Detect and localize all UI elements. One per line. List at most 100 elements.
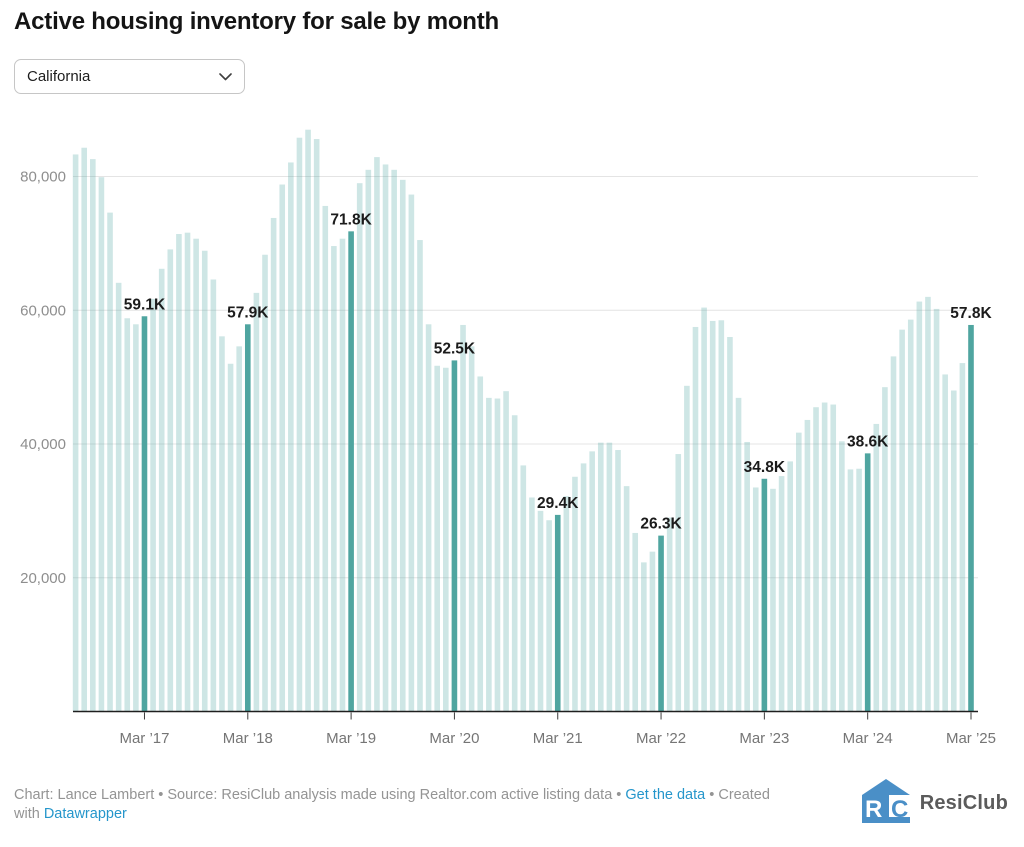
bar-jul-2018[interactable]: [279, 184, 286, 712]
bar-oct-2024[interactable]: [925, 296, 931, 712]
bar-feb-2017[interactable]: [133, 324, 139, 712]
bar-oct-2023[interactable]: [821, 402, 828, 712]
bar-nov-2021[interactable]: [623, 486, 630, 712]
bar-feb-2021[interactable]: [546, 520, 552, 712]
bar-dec-2020[interactable]: [529, 497, 535, 712]
bar-nov-2019[interactable]: [417, 240, 423, 712]
bar-jun-2022[interactable]: [684, 385, 690, 712]
bar-jun-2021[interactable]: [580, 463, 587, 712]
bar-may-2019[interactable]: [365, 169, 372, 712]
bar-sep-2023[interactable]: [813, 407, 819, 712]
bar-feb-2025[interactable]: [959, 363, 966, 712]
bar-jan-2024[interactable]: [847, 469, 854, 712]
bar-aug-2022[interactable]: [701, 307, 707, 712]
bar-may-2018[interactable]: [262, 254, 268, 712]
bar-mar-2025[interactable]: [968, 324, 974, 712]
bar-jun-2019[interactable]: [374, 157, 380, 712]
bar-mar-2018[interactable]: [244, 324, 251, 712]
bar-mar-2020[interactable]: [451, 360, 458, 712]
bar-mar-2024[interactable]: [864, 453, 871, 712]
bar-jun-2023[interactable]: [787, 461, 793, 712]
bar-oct-2019[interactable]: [408, 194, 415, 712]
bar-mar-2017[interactable]: [141, 316, 148, 712]
bar-jan-2021[interactable]: [537, 510, 544, 712]
bar-may-2021[interactable]: [572, 476, 578, 712]
bar-jan-2022[interactable]: [641, 562, 647, 712]
bar-jul-2017[interactable]: [176, 234, 182, 712]
datawrapper-link[interactable]: Datawrapper: [43, 805, 127, 822]
bar-jul-2020[interactable]: [486, 397, 492, 712]
bar-sep-2016[interactable]: [90, 159, 96, 712]
bar-jul-2016[interactable]: [72, 154, 79, 712]
bar-jul-2022[interactable]: [692, 326, 699, 712]
bar-nov-2016[interactable]: [107, 212, 113, 712]
bar-oct-2018[interactable]: [305, 129, 311, 712]
bar-apr-2024[interactable]: [873, 423, 880, 712]
bar-dec-2022[interactable]: [735, 397, 742, 712]
bar-nov-2017[interactable]: [210, 279, 217, 712]
bar-aug-2017[interactable]: [184, 232, 191, 712]
region-select[interactable]: California: [14, 59, 245, 94]
bar-feb-2018[interactable]: [236, 346, 242, 712]
bar-jul-2023[interactable]: [796, 432, 802, 712]
bar-dec-2016[interactable]: [115, 282, 122, 712]
bar-dec-2019[interactable]: [425, 324, 432, 712]
bar-jul-2019[interactable]: [382, 164, 389, 712]
bar-jun-2018[interactable]: [270, 217, 277, 712]
bar-aug-2024[interactable]: [907, 319, 914, 712]
bar-mar-2019[interactable]: [348, 231, 354, 712]
bar-nov-2024[interactable]: [933, 308, 940, 712]
bar-jan-2019[interactable]: [331, 246, 337, 712]
bar-may-2020[interactable]: [468, 346, 475, 712]
bar-dec-2021[interactable]: [632, 532, 639, 712]
bar-nov-2023[interactable]: [830, 404, 837, 712]
bar-sep-2022[interactable]: [709, 320, 716, 712]
get-the-data-link[interactable]: Get the data: [625, 787, 706, 803]
bar-jan-2025[interactable]: [950, 390, 957, 712]
bar-oct-2016[interactable]: [98, 177, 105, 712]
bar-jun-2024[interactable]: [890, 356, 897, 712]
bar-apr-2020[interactable]: [460, 324, 466, 712]
bar-aug-2019[interactable]: [391, 169, 397, 712]
bar-nov-2020[interactable]: [520, 465, 527, 712]
resiclub-logo[interactable]: R C ResiClub: [861, 778, 1008, 829]
bar-apr-2022[interactable]: [666, 517, 673, 712]
bar-jan-2023[interactable]: [744, 441, 750, 712]
bar-dec-2024[interactable]: [942, 374, 948, 712]
bar-sep-2020[interactable]: [503, 391, 509, 712]
bar-aug-2018[interactable]: [288, 162, 294, 712]
bar-apr-2018[interactable]: [253, 292, 260, 712]
bar-may-2022[interactable]: [675, 454, 682, 712]
bar-aug-2020[interactable]: [494, 398, 501, 712]
bar-jun-2017[interactable]: [167, 249, 174, 712]
bar-feb-2022[interactable]: [649, 551, 656, 712]
bar-nov-2018[interactable]: [313, 139, 320, 712]
bar-oct-2021[interactable]: [615, 450, 621, 712]
bar-feb-2020[interactable]: [443, 367, 449, 712]
bar-may-2017[interactable]: [158, 268, 165, 712]
bar-mar-2023[interactable]: [761, 478, 768, 712]
bar-sep-2019[interactable]: [399, 179, 406, 712]
bar-aug-2021[interactable]: [597, 442, 604, 712]
bar-sep-2017[interactable]: [193, 238, 199, 712]
bar-jun-2020[interactable]: [477, 376, 484, 712]
bar-feb-2019[interactable]: [339, 238, 346, 712]
bar-may-2024[interactable]: [882, 387, 888, 712]
bar-sep-2024[interactable]: [916, 301, 923, 712]
bar-jul-2024[interactable]: [899, 329, 905, 712]
bar-dec-2023[interactable]: [839, 441, 845, 712]
bar-mar-2021[interactable]: [554, 514, 561, 712]
bar-sep-2018[interactable]: [296, 137, 303, 712]
bar-apr-2017[interactable]: [150, 298, 156, 712]
bar-apr-2023[interactable]: [770, 488, 776, 712]
bar-dec-2018[interactable]: [322, 205, 329, 712]
bar-nov-2022[interactable]: [727, 337, 733, 712]
bar-jan-2018[interactable]: [227, 363, 234, 712]
bar-jul-2021[interactable]: [589, 451, 595, 712]
bar-feb-2023[interactable]: [752, 487, 759, 712]
bar-apr-2019[interactable]: [356, 183, 363, 712]
bar-feb-2024[interactable]: [856, 468, 862, 712]
bar-apr-2021[interactable]: [563, 496, 570, 712]
bar-oct-2022[interactable]: [718, 320, 725, 712]
bar-jan-2017[interactable]: [124, 318, 131, 712]
